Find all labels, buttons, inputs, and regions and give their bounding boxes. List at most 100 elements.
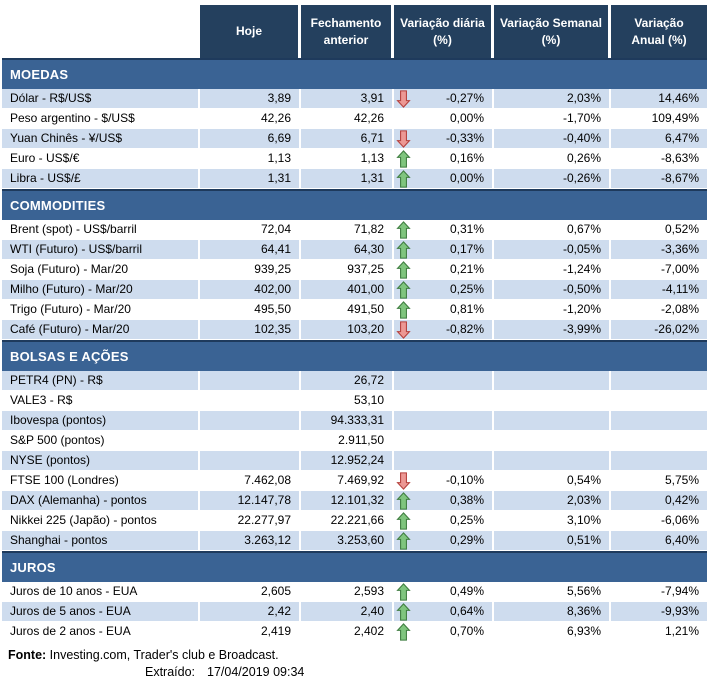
row-label: NYSE (pontos)	[2, 451, 200, 471]
cell-semanal: 0,51%	[494, 531, 611, 551]
table-row: Euro - US$/€ 1,13 1,13 0,16% 0,26% -8,63…	[2, 149, 707, 169]
cell-hoje: 2,605	[200, 582, 301, 602]
cell-hoje	[200, 451, 301, 471]
section-header: JUROS	[2, 551, 707, 582]
cell-fechamento: 6,71	[301, 129, 394, 149]
cell-anual	[611, 451, 707, 471]
column-header-hoje: Hoje	[200, 5, 301, 58]
cell-semanal: -0,40%	[494, 129, 611, 149]
row-label: Milho (Futuro) - Mar/20	[2, 280, 200, 300]
row-label: PETR4 (PN) - R$	[2, 371, 200, 391]
cell-hoje: 22.277,97	[200, 511, 301, 531]
cell-anual: -9,93%	[611, 602, 707, 622]
cell-diaria: -0,10%	[394, 471, 494, 491]
up-arrow-icon	[396, 512, 411, 530]
cell-anual: -4,11%	[611, 280, 707, 300]
cell-diaria	[394, 431, 494, 451]
section-title: COMMODITIES	[10, 198, 106, 213]
cell-anual: 1,21%	[611, 622, 707, 642]
cell-diaria: 0,25%	[394, 511, 494, 531]
cell-fechamento: 491,50	[301, 300, 394, 320]
cell-hoje	[200, 391, 301, 411]
cell-diaria: -0,27%	[394, 89, 494, 109]
table-footer: Fonte: Investing.com, Trader's club e Br…	[2, 648, 707, 679]
cell-diaria-value: 0,81%	[449, 302, 484, 316]
up-arrow-icon	[396, 281, 411, 299]
table-row: Trigo (Futuro) - Mar/20 495,50 491,50 0,…	[2, 300, 707, 320]
cell-anual: 0,42%	[611, 491, 707, 511]
up-arrow-icon	[396, 261, 411, 279]
up-arrow-icon	[396, 532, 411, 550]
cell-fechamento: 22.221,66	[301, 511, 394, 531]
cell-hoje: 2,419	[200, 622, 301, 642]
cell-diaria: 0,21%	[394, 260, 494, 280]
extraction-timestamp: 17/04/2019 09:34	[207, 665, 305, 679]
row-label: Nikkei 225 (Japão) - pontos	[2, 511, 200, 531]
cell-semanal: -1,70%	[494, 109, 611, 129]
table-row: S&P 500 (pontos) 2.911,50	[2, 431, 707, 451]
table-row: DAX (Alemanha) - pontos 12.147,78 12.101…	[2, 491, 707, 511]
cell-anual: -7,00%	[611, 260, 707, 280]
cell-semanal: 2,03%	[494, 491, 611, 511]
cell-semanal	[494, 391, 611, 411]
cell-hoje: 1,31	[200, 169, 301, 189]
table-row: Milho (Futuro) - Mar/20 402,00 401,00 0,…	[2, 280, 707, 300]
down-arrow-icon	[396, 472, 411, 490]
cell-fechamento: 42,26	[301, 109, 394, 129]
cell-diaria-value: -0,27%	[445, 91, 484, 105]
cell-diaria-value: 0,70%	[449, 624, 484, 638]
row-label: S&P 500 (pontos)	[2, 431, 200, 451]
header-spacer	[2, 5, 200, 58]
cell-anual: -6,06%	[611, 511, 707, 531]
source-line: Fonte: Investing.com, Trader's club e Br…	[2, 648, 707, 662]
cell-semanal: -0,26%	[494, 169, 611, 189]
down-arrow-icon	[396, 90, 411, 108]
extraction-label: Extraído:	[145, 665, 196, 679]
section-header: MOEDAS	[2, 58, 707, 89]
table-row: Yuan Chinês - ¥/US$ 6,69 6,71 -0,33% -0,…	[2, 129, 707, 149]
row-label: Trigo (Futuro) - Mar/20	[2, 300, 200, 320]
up-arrow-icon	[396, 170, 411, 188]
cell-semanal: -1,24%	[494, 260, 611, 280]
cell-anual	[611, 371, 707, 391]
up-arrow-icon	[396, 221, 411, 239]
column-header-fechamento-anterior: Fechamento anterior	[301, 5, 394, 58]
down-arrow-icon	[396, 321, 411, 339]
row-label: DAX (Alemanha) - pontos	[2, 491, 200, 511]
row-label: FTSE 100 (Londres)	[2, 471, 200, 491]
cell-hoje: 1,13	[200, 149, 301, 169]
cell-semanal: 0,67%	[494, 220, 611, 240]
row-label: VALE3 - R$	[2, 391, 200, 411]
table-row: Soja (Futuro) - Mar/20 939,25 937,25 0,2…	[2, 260, 707, 280]
row-label: Euro - US$/€	[2, 149, 200, 169]
up-arrow-icon	[396, 301, 411, 319]
cell-anual	[611, 431, 707, 451]
section-title: JUROS	[10, 560, 56, 575]
cell-semanal	[494, 451, 611, 471]
row-label: Yuan Chinês - ¥/US$	[2, 129, 200, 149]
cell-hoje: 102,35	[200, 320, 301, 340]
table-row: Café (Futuro) - Mar/20 102,35 103,20 -0,…	[2, 320, 707, 340]
cell-semanal: -0,05%	[494, 240, 611, 260]
row-label: Café (Futuro) - Mar/20	[2, 320, 200, 340]
cell-diaria: 0,64%	[394, 602, 494, 622]
cell-anual: 6,40%	[611, 531, 707, 551]
cell-hoje: 7.462,08	[200, 471, 301, 491]
cell-semanal	[494, 431, 611, 451]
table-row: Nikkei 225 (Japão) - pontos 22.277,97 22…	[2, 511, 707, 531]
cell-anual: -8,67%	[611, 169, 707, 189]
table-row: Shanghai - pontos 3.263,12 3.253,60 0,29…	[2, 531, 707, 551]
cell-anual: 6,47%	[611, 129, 707, 149]
row-label: Soja (Futuro) - Mar/20	[2, 260, 200, 280]
cell-semanal	[494, 411, 611, 431]
cell-diaria-value: 0,25%	[449, 282, 484, 296]
cell-fechamento: 103,20	[301, 320, 394, 340]
table-row: Juros de 5 anos - EUA 2,42 2,40 0,64% 8,…	[2, 602, 707, 622]
cell-diaria: 0,17%	[394, 240, 494, 260]
cell-diaria: 0,00%	[394, 109, 494, 129]
cell-diaria	[394, 411, 494, 431]
cell-fechamento: 1,13	[301, 149, 394, 169]
cell-semanal: -3,99%	[494, 320, 611, 340]
up-arrow-icon	[396, 241, 411, 259]
row-label: Libra - US$/£	[2, 169, 200, 189]
